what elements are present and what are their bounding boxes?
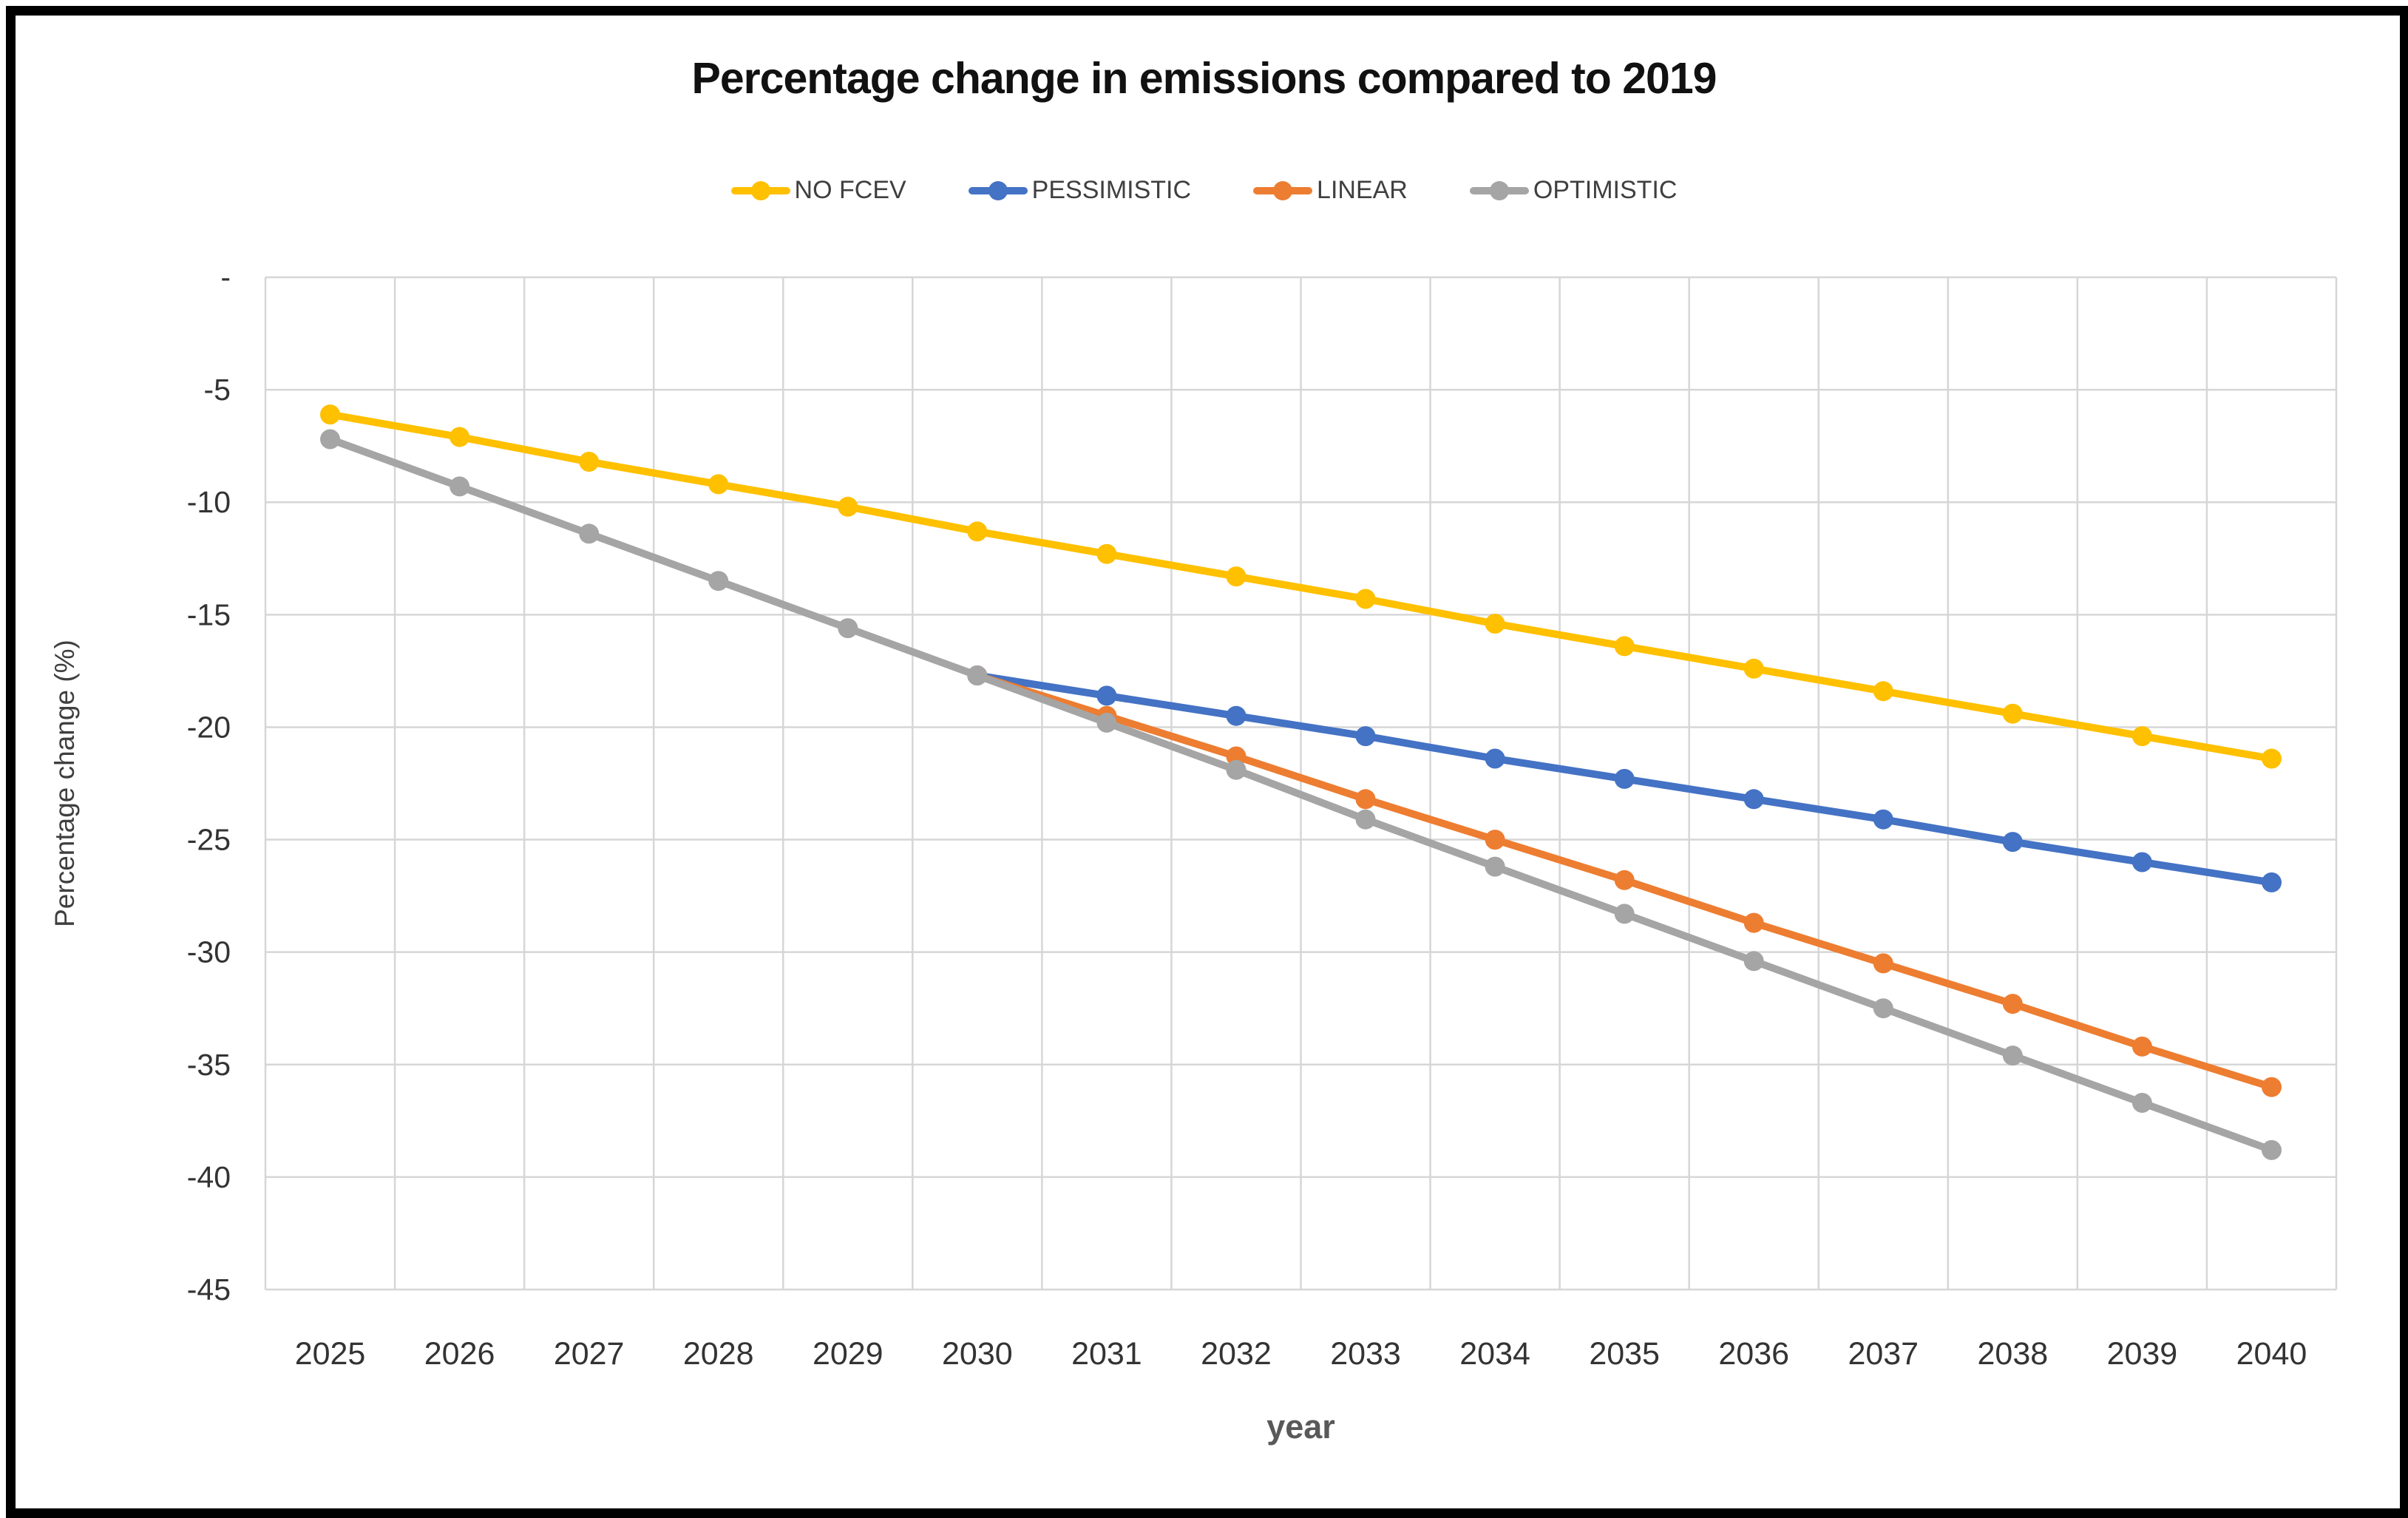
data-point-marker xyxy=(1096,685,1117,706)
x-tick-label: 2034 xyxy=(1459,1336,1530,1372)
data-point-marker xyxy=(2002,703,2023,724)
data-point-marker xyxy=(450,427,470,447)
data-point-marker xyxy=(1485,748,1505,769)
legend-item-pessimistic: PESSIMISTIC xyxy=(968,176,1192,205)
data-point-marker xyxy=(320,404,340,425)
data-point-marker xyxy=(2131,852,2152,872)
data-point-marker xyxy=(2262,1077,2282,1097)
data-point-marker xyxy=(1226,705,1247,726)
x-tick-label: 2039 xyxy=(2107,1336,2178,1372)
data-point-marker xyxy=(2262,872,2282,892)
data-point-marker xyxy=(2002,1046,2023,1066)
x-tick-label: 2025 xyxy=(295,1336,366,1372)
data-point-marker xyxy=(1873,953,1893,974)
series-line-no-fcev xyxy=(326,410,2276,762)
data-point-marker xyxy=(1614,870,1635,890)
legend-item-no-fcev: NO FCEV xyxy=(730,176,906,205)
data-point-marker xyxy=(2131,726,2152,747)
y-tick-label: -35 xyxy=(187,1048,231,1082)
y-tick-label: -30 xyxy=(187,935,231,969)
data-point-marker xyxy=(1873,809,1893,830)
data-point-marker xyxy=(838,496,858,517)
y-tick-label: - xyxy=(220,260,231,294)
data-point-marker xyxy=(1355,726,1376,747)
data-point-marker xyxy=(1485,830,1505,850)
data-point-marker xyxy=(1743,789,1764,810)
y-tick-label: -25 xyxy=(187,823,231,857)
data-point-marker xyxy=(1873,998,1893,1019)
data-point-marker xyxy=(708,571,729,592)
x-tick-label: 2030 xyxy=(942,1336,1013,1372)
y-tick-label: -45 xyxy=(187,1273,231,1307)
x-tick-label: 2036 xyxy=(1718,1336,1789,1372)
data-point-marker xyxy=(2131,1093,2152,1113)
x-axis-title: year xyxy=(1266,1408,1335,1446)
data-point-marker xyxy=(450,476,470,497)
data-point-marker xyxy=(967,521,988,542)
data-point-marker xyxy=(320,429,340,450)
data-point-marker xyxy=(1096,543,1117,564)
data-point-marker xyxy=(579,523,600,544)
chart-legend: NO FCEV PESSIMISTIC LINEAR OPTIMISTIC xyxy=(0,176,2408,205)
x-tick-label: 2026 xyxy=(424,1336,495,1372)
chart-title: Percentage change in emissions compared … xyxy=(691,54,1717,103)
y-tick-label: -10 xyxy=(187,485,231,519)
x-tick-label: 2028 xyxy=(683,1336,754,1372)
data-point-marker xyxy=(708,474,729,495)
data-point-marker xyxy=(1096,712,1117,733)
data-point-marker xyxy=(1485,856,1505,877)
x-tick-label: 2027 xyxy=(554,1336,625,1372)
data-point-marker xyxy=(1873,681,1893,702)
x-tick-label: 2033 xyxy=(1330,1336,1401,1372)
data-point-marker xyxy=(2002,994,2023,1014)
data-point-marker xyxy=(1226,759,1247,780)
data-point-marker xyxy=(1485,614,1505,634)
data-point-marker xyxy=(838,618,858,639)
y-axis-title: Percentage change (%) xyxy=(50,640,80,927)
data-point-marker xyxy=(1355,589,1376,609)
x-tick-label: 2037 xyxy=(1848,1336,1919,1372)
legend-label: OPTIMISTIC xyxy=(1533,176,1678,204)
x-tick-label: 2040 xyxy=(2236,1336,2307,1372)
legend-label: LINEAR xyxy=(1317,176,1408,204)
data-point-marker xyxy=(1743,951,1764,972)
data-point-marker xyxy=(1614,768,1635,789)
x-tick-label: 2035 xyxy=(1589,1336,1660,1372)
data-point-marker xyxy=(967,665,988,685)
legend-label: PESSIMISTIC xyxy=(1031,176,1192,204)
data-point-marker xyxy=(1226,566,1247,587)
data-point-marker xyxy=(579,452,600,472)
data-point-marker xyxy=(1355,809,1376,830)
y-tick-label: -15 xyxy=(187,597,231,631)
data-point-marker xyxy=(1355,789,1376,810)
data-point-marker xyxy=(2262,748,2282,769)
y-tick-label: -40 xyxy=(187,1160,231,1194)
data-point-marker xyxy=(1743,912,1764,933)
data-point-marker xyxy=(1743,658,1764,679)
legend-item-optimistic: OPTIMISTIC xyxy=(1469,176,1678,205)
legend-marker-pessimistic-icon xyxy=(968,180,1028,201)
legend-marker-optimistic-icon xyxy=(1469,180,1529,201)
x-tick-label: 2031 xyxy=(1071,1336,1142,1372)
series-line-optimistic xyxy=(326,436,2276,1154)
data-point-marker xyxy=(1614,636,1635,657)
data-point-marker xyxy=(2002,832,2023,853)
y-tick-label: -20 xyxy=(187,710,231,744)
x-tick-label: 2038 xyxy=(1978,1336,2049,1372)
legend-marker-linear-icon xyxy=(1253,180,1313,201)
legend-marker-no-fcev-icon xyxy=(730,180,790,201)
legend-label: NO FCEV xyxy=(794,176,906,204)
data-point-marker xyxy=(2131,1036,2152,1057)
x-tick-label: 2029 xyxy=(813,1336,884,1372)
data-point-marker xyxy=(2262,1139,2282,1160)
y-tick-label: -5 xyxy=(204,373,231,407)
legend-item-linear: LINEAR xyxy=(1253,176,1408,205)
x-tick-label: 2032 xyxy=(1201,1336,1272,1372)
data-point-marker xyxy=(1614,904,1635,924)
